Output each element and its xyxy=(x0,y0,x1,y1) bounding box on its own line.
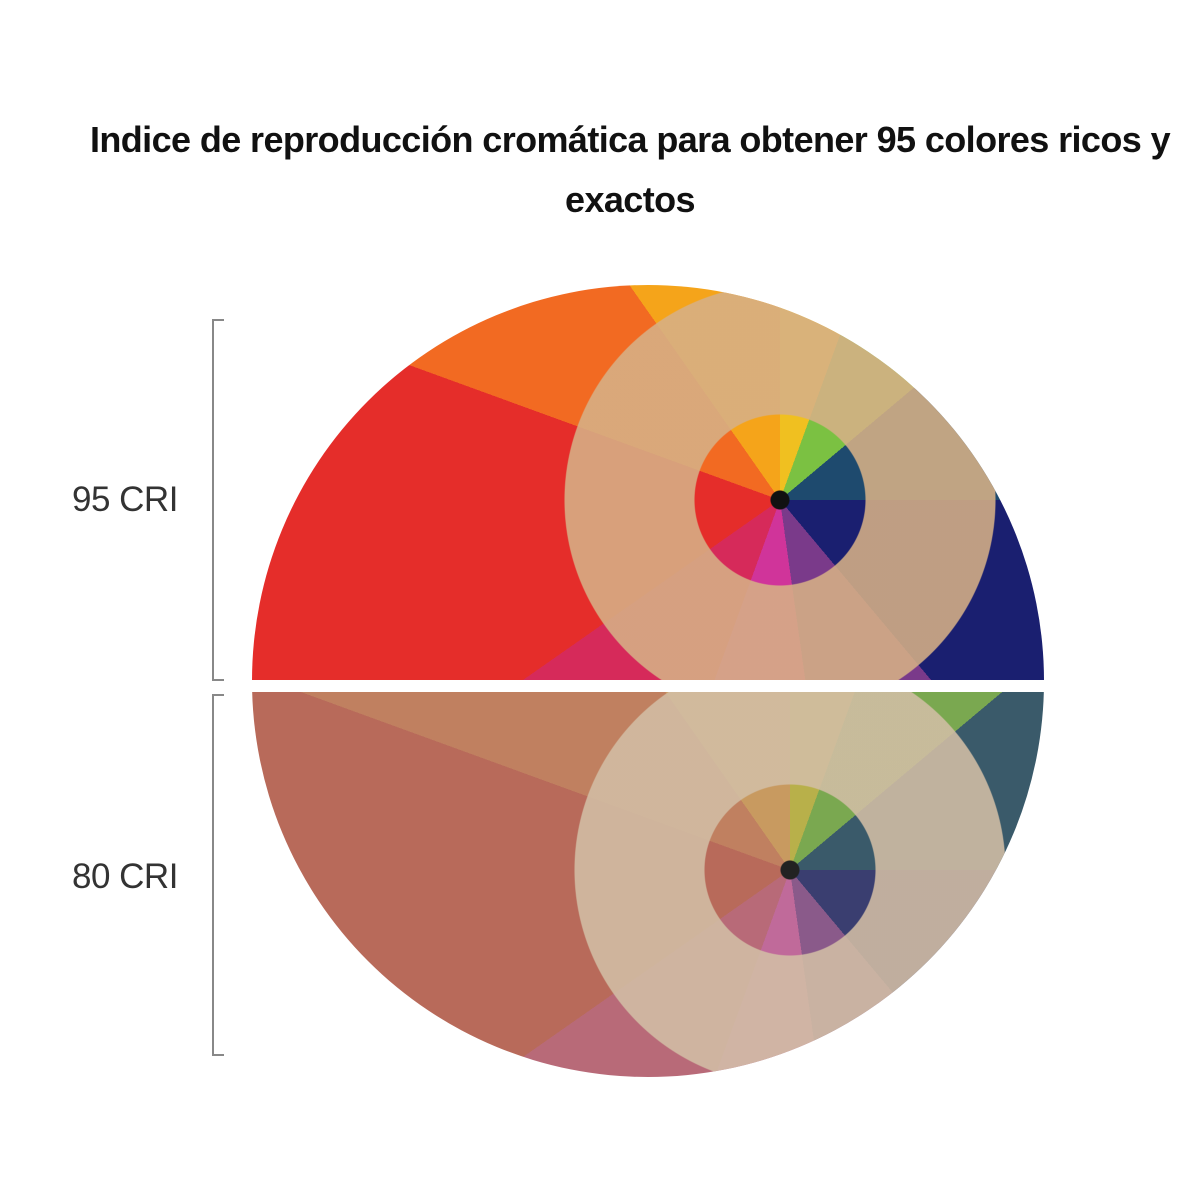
bracket-top xyxy=(212,319,224,681)
cri-label: 95 CRI xyxy=(72,480,178,519)
cri-label: 80 CRI xyxy=(72,857,178,896)
title: Indice de reproducción cromática para ob… xyxy=(90,119,1171,220)
bracket-bottom xyxy=(212,694,224,1056)
